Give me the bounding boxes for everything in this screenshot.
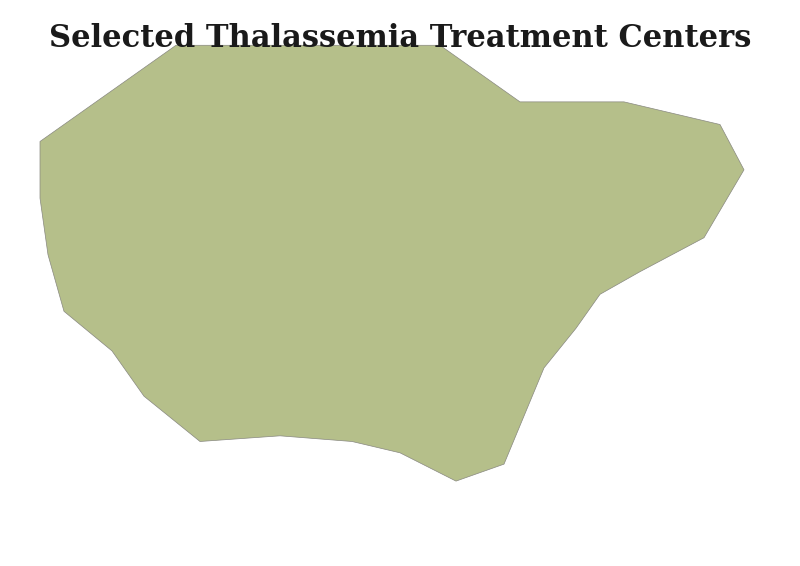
Text: Selected Thalassemia Treatment Centers: Selected Thalassemia Treatment Centers <box>49 23 751 54</box>
Polygon shape <box>40 45 744 481</box>
